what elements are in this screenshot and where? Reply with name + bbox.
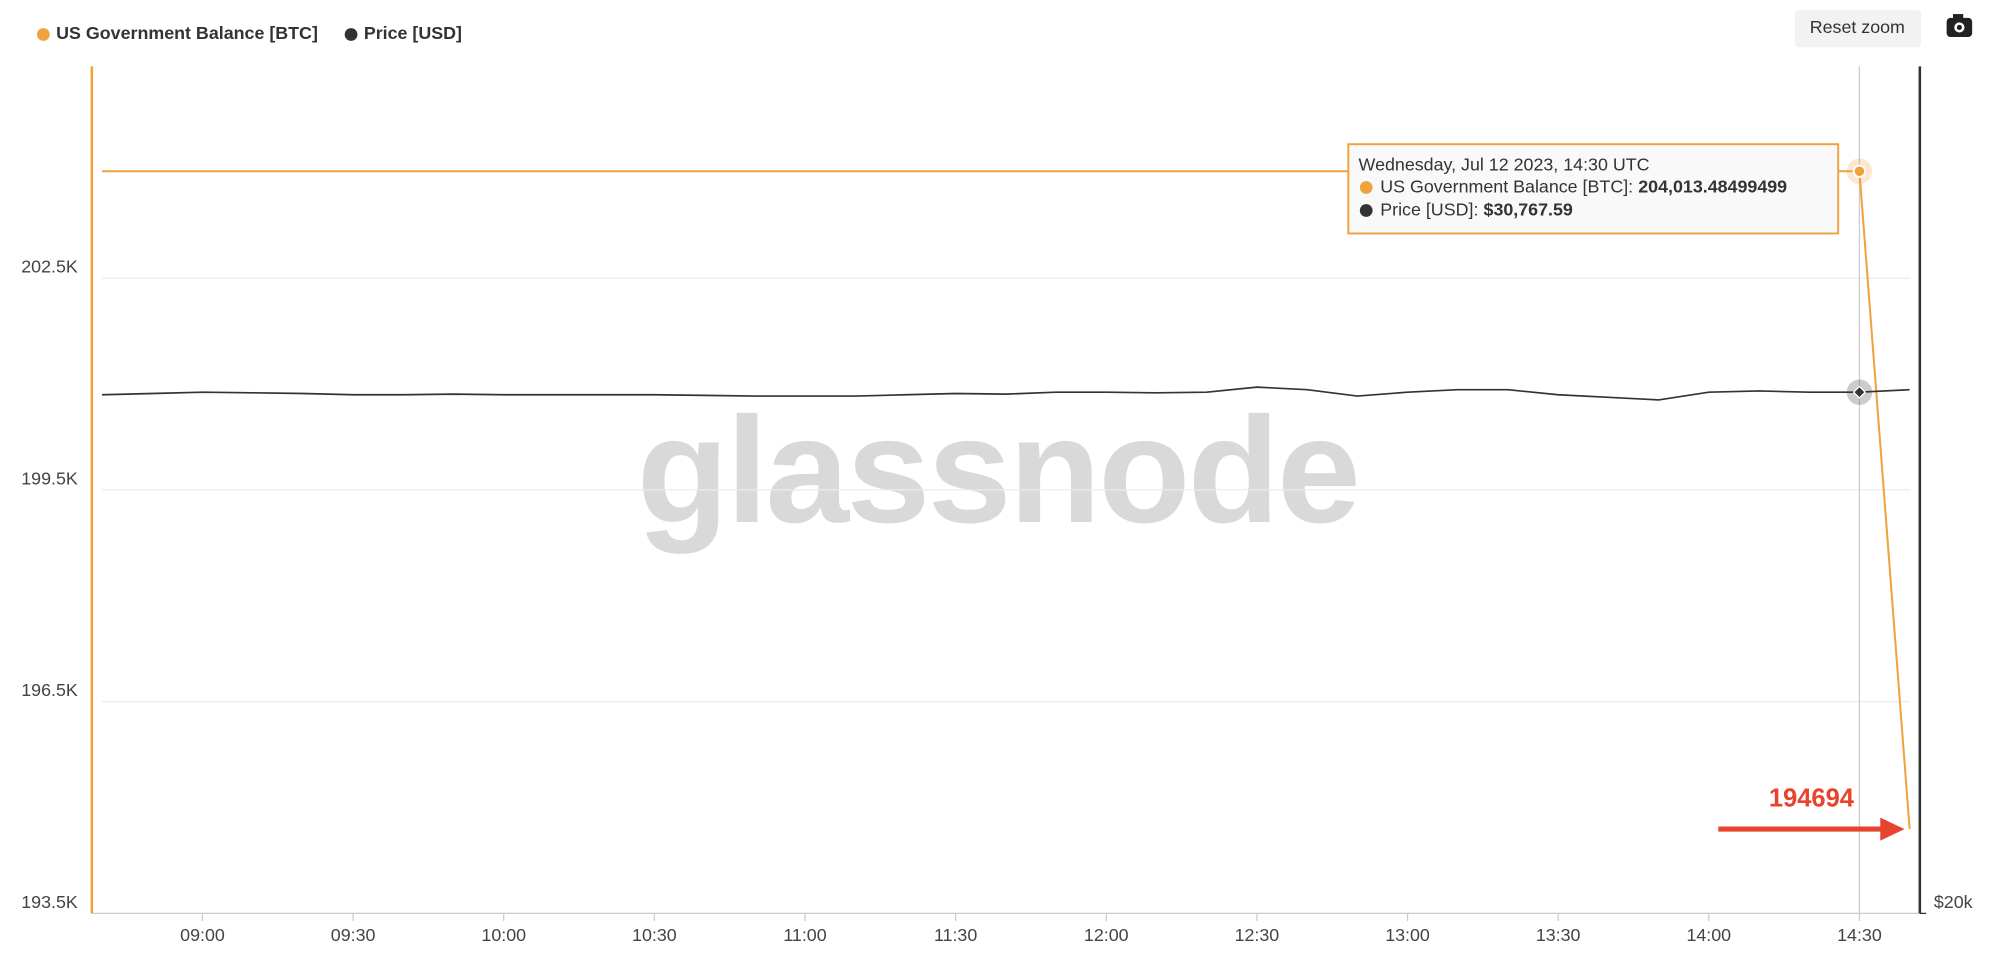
- hover-point: [1852, 164, 1867, 178]
- y-tick-label: 193.5K: [21, 892, 78, 912]
- x-tick-label: 10:00: [481, 925, 526, 945]
- reset-zoom-button[interactable]: Reset zoom: [1794, 10, 1922, 48]
- x-tick-label: 12:30: [1235, 925, 1280, 945]
- tooltip-row: Price [USD]: $30,767.59: [1380, 199, 1573, 219]
- x-tick-label: 11:30: [934, 925, 977, 945]
- x-tick-label: 09:30: [331, 925, 376, 945]
- x-tick-label: 14:00: [1686, 925, 1731, 945]
- tooltip-title: Wednesday, Jul 12 2023, 14:30 UTC: [1359, 155, 1650, 175]
- legend-marker[interactable]: [36, 28, 50, 41]
- tooltip-dot: [1359, 181, 1373, 194]
- tooltip-value: 204,013.48499499: [1638, 176, 1787, 196]
- x-tick-label: 14:30: [1837, 925, 1882, 945]
- x-tick-label: 10:30: [632, 925, 677, 945]
- tooltip-separator: :: [1473, 199, 1478, 219]
- camera-lens-inner[interactable]: [1956, 24, 1962, 31]
- tooltip-separator: :: [1628, 176, 1633, 196]
- tooltip-box: [1347, 143, 1840, 235]
- button-label[interactable]: Reset zoom: [1810, 17, 1905, 37]
- tooltip-value: $30,767.59: [1484, 199, 1573, 219]
- legend-marker[interactable]: [344, 28, 358, 41]
- legend-entry[interactable]: Price [USD]: [364, 23, 462, 43]
- y-tick-label: 199.5K: [21, 468, 78, 488]
- x-tick-label: 13:30: [1536, 925, 1581, 945]
- button-bg[interactable]: [1794, 10, 1922, 48]
- hover-point: [1852, 385, 1867, 399]
- tooltip-series-name: Price [USD]: [1380, 199, 1473, 219]
- x-tick-label: 13:00: [1385, 925, 1430, 945]
- y-tick-label: 202.5K: [21, 257, 78, 277]
- tooltip-dot: [1359, 204, 1373, 217]
- y2-tick-label: $20k: [1934, 892, 1973, 912]
- tooltip-row: US Government Balance [BTC]: 204,013.4849…: [1380, 176, 1787, 196]
- annotation-arrowhead: [1880, 817, 1905, 841]
- camera-button[interactable]: [1946, 14, 1973, 38]
- x-tick-label: 11:00: [783, 925, 826, 945]
- annotation-label: 194694: [1769, 784, 1855, 812]
- x-tick-label: 09:00: [180, 925, 225, 945]
- y-tick-label: 196.5K: [21, 680, 78, 700]
- watermark: glassnode: [637, 386, 1358, 554]
- legend-entry[interactable]: US Government Balance [BTC]: [56, 23, 318, 43]
- tooltip-series-name: US Government Balance [BTC]: [1380, 176, 1628, 196]
- x-tick-label: 12:00: [1084, 925, 1129, 945]
- camera-top[interactable]: [1953, 14, 1964, 20]
- series-line: [102, 386, 1910, 401]
